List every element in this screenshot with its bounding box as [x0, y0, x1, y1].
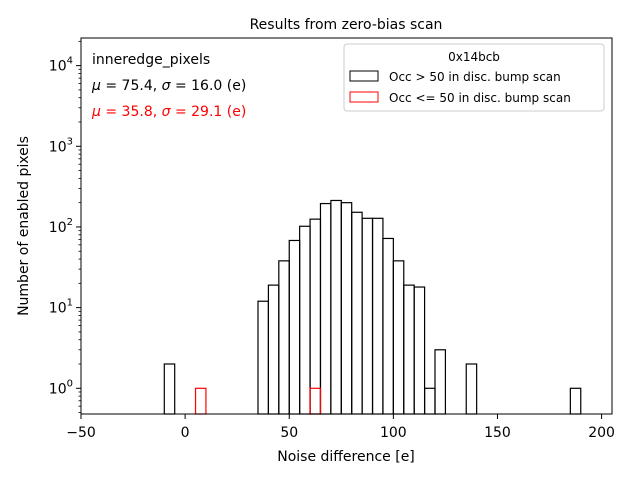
- histogram-bin: [163, 363, 176, 415]
- histogram-bin: [413, 286, 426, 415]
- series1-sigma-symbol: σ: [162, 78, 172, 94]
- series2-sigma-text: = 29.1 (e): [171, 104, 247, 120]
- histogram-bin: [309, 218, 322, 415]
- histogram-bin: [465, 363, 478, 415]
- histogram-bin: [569, 387, 582, 415]
- y-tick-label: 104: [49, 56, 73, 75]
- histogram-bin: [330, 199, 342, 415]
- legend-label-series1: Occ > 50 in disc. bump scan: [389, 70, 561, 84]
- y-axis-label: Number of enabled pixels: [16, 136, 32, 316]
- histogram-bin: [288, 239, 301, 415]
- series1-sigma-text: = 16.0 (e): [171, 78, 247, 94]
- chart-title: Results from zero-bias scan: [250, 17, 443, 33]
- series-1: [163, 199, 582, 415]
- x-axis-label: Noise difference [e]: [277, 449, 415, 465]
- histogram-bin: [361, 217, 374, 415]
- histogram-bin: [423, 387, 436, 415]
- legend-swatch-series2: [349, 91, 379, 103]
- series2-stats: μ = 35.8, σ = 29.1 (e): [91, 104, 246, 120]
- series1-mu-text: = 75.4,: [101, 78, 162, 94]
- histogram-bin: [278, 260, 290, 415]
- y-tick-label: 100: [49, 378, 73, 397]
- histogram-bin: [392, 260, 405, 415]
- plot-content: [163, 199, 582, 415]
- x-axis-ticks: −50 0 50 100 150 200: [66, 414, 615, 441]
- stats-annotations: inneredge_pixels μ = 75.4, σ = 16.0 (e) …: [91, 52, 246, 120]
- legend-label-series2: Occ <= 50 in disc. bump scan: [389, 91, 571, 105]
- y-axis-ticks: 100 101 102 103 104: [49, 40, 81, 413]
- series2-mu-symbol: μ: [91, 104, 101, 120]
- legend-frame: [343, 43, 605, 112]
- x-tick-label: 50: [280, 425, 298, 441]
- y-tick-label: 103: [49, 136, 73, 155]
- legend: 0x14bcb Occ > 50 in disc. bump scan Occ …: [343, 43, 605, 112]
- series1-stats: μ = 75.4, σ = 16.0 (e): [91, 78, 246, 94]
- histogram-bin: [309, 387, 322, 415]
- histogram-bin: [319, 202, 332, 415]
- x-tick-label: 200: [588, 425, 615, 441]
- x-tick-label: 0: [181, 425, 190, 441]
- histogram-bin: [351, 211, 363, 415]
- histogram-bin: [194, 387, 207, 415]
- histogram-bin: [299, 225, 311, 415]
- x-tick-label: 150: [484, 425, 511, 441]
- histogram-bin: [267, 284, 280, 415]
- x-tick-label: −50: [66, 425, 96, 441]
- legend-title: 0x14bcb: [448, 50, 500, 64]
- histogram-bin: [371, 217, 384, 415]
- legend-swatch-series1: [349, 70, 379, 82]
- y-tick-label: 101: [49, 298, 73, 317]
- y-tick-label: 102: [49, 217, 73, 236]
- x-tick-label: 100: [380, 425, 407, 441]
- histogram-bin: [434, 349, 447, 415]
- pixel-group-label: inneredge_pixels: [92, 52, 210, 68]
- series1-mu-symbol: μ: [91, 78, 101, 94]
- histogram-bin: [257, 300, 270, 415]
- plot-frame: [80, 37, 613, 415]
- series2-sigma-symbol: σ: [162, 104, 172, 120]
- histogram-bin: [382, 237, 394, 415]
- series2-mu-text: = 35.8,: [101, 104, 162, 120]
- histogram-bin: [403, 284, 415, 415]
- histogram-bin: [340, 202, 353, 415]
